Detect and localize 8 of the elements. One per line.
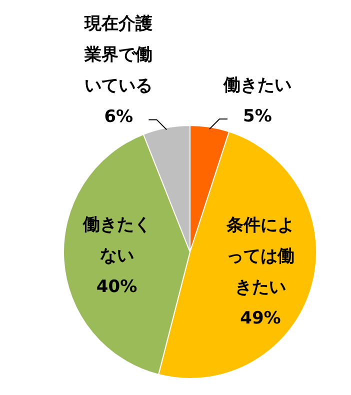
slice-label: 現在介護業界で働いている: [84, 14, 153, 96]
data-label: 49%: [240, 308, 281, 328]
slice-label: 働きたい: [222, 75, 292, 96]
data-label: 40%: [96, 277, 138, 298]
slice-label: 条件によっては働きたい: [225, 215, 294, 298]
slice-label: 働きたくない: [82, 215, 151, 266]
data-label: 6%: [104, 107, 134, 128]
data-label: 5%: [243, 106, 272, 126]
